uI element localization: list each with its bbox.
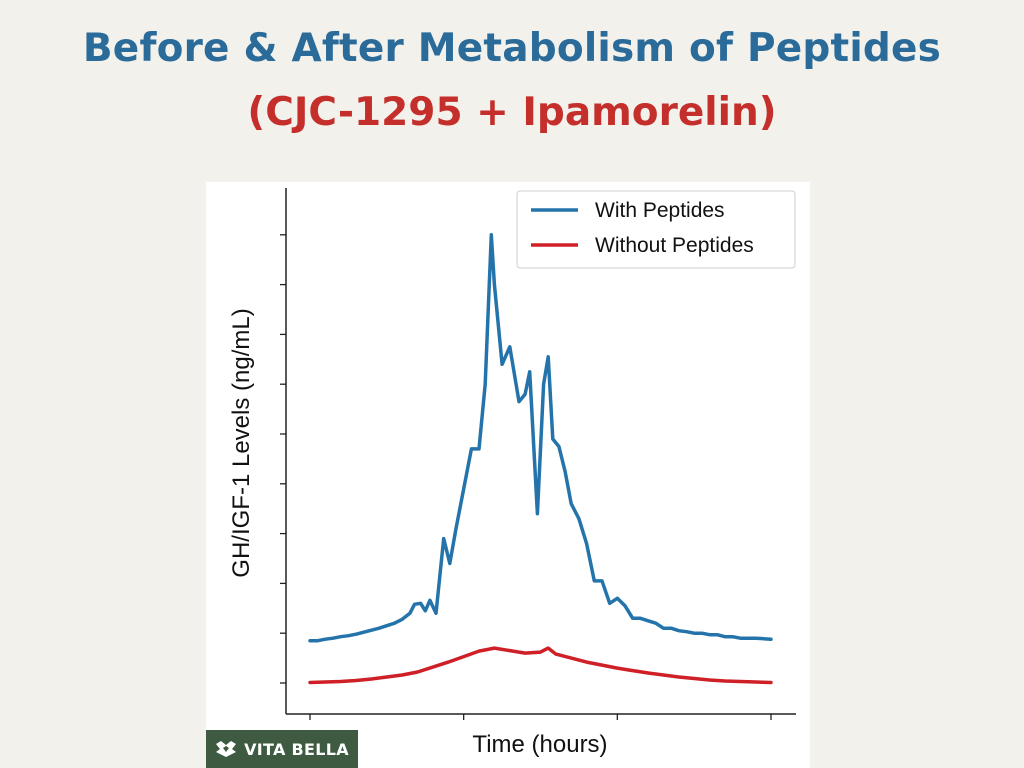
legend-label: Without Peptides bbox=[595, 234, 754, 257]
chart-panel: With Peptides Without Peptides Time (hour… bbox=[206, 182, 810, 768]
brand-badge: VITA BELLA bbox=[206, 730, 358, 768]
series-line-without-peptides bbox=[308, 646, 773, 685]
series-line-with-peptides bbox=[308, 233, 773, 643]
legend-label: With Peptides bbox=[595, 199, 725, 222]
line-chart: With Peptides Without Peptides Time (hour… bbox=[228, 188, 796, 758]
vita-bella-logo-icon bbox=[215, 740, 237, 758]
page-subtitle: (CJC-1295 + Ipamorelin) bbox=[247, 90, 777, 135]
page-title: Before & After Metabolism of Peptides bbox=[82, 26, 942, 71]
y-axis-label: GH/IGF-1 Levels (ng/mL) bbox=[228, 308, 255, 577]
legend-box bbox=[516, 190, 796, 269]
x-axis-label: Time (hours) bbox=[472, 731, 607, 758]
brand-label: VITA BELLA bbox=[244, 739, 349, 759]
